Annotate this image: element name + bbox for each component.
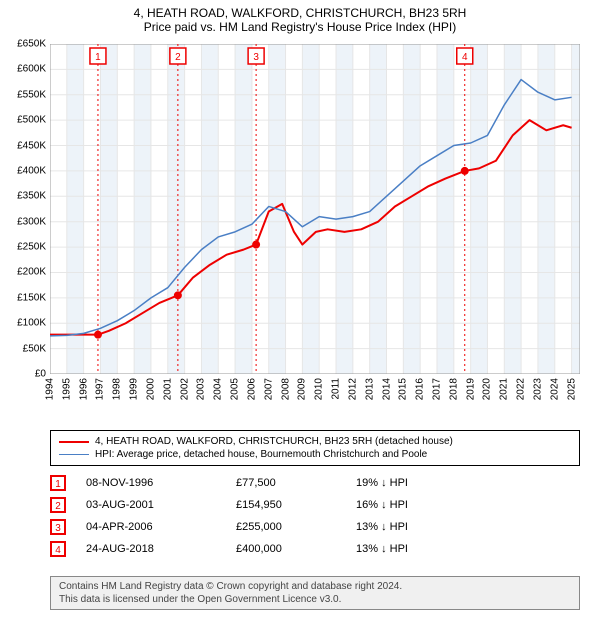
sale-date: 03-AUG-2001 [86, 499, 216, 511]
y-tick-label: £650K [17, 39, 46, 50]
x-tick-label: 2021 [499, 378, 510, 400]
sale-price: £154,950 [236, 499, 336, 511]
x-tick-label: 2008 [280, 378, 291, 400]
footer-line-2: This data is licensed under the Open Gov… [59, 593, 571, 606]
sale-date: 08-NOV-1996 [86, 477, 216, 489]
x-tick-label: 2012 [347, 378, 358, 400]
title-line-2: Price paid vs. HM Land Registry's House … [0, 20, 600, 38]
sale-row: 3 04-APR-2006 £255,000 13% ↓ HPI [50, 516, 580, 538]
x-tick-label: 2002 [179, 378, 190, 400]
footer-attribution: Contains HM Land Registry data © Crown c… [50, 576, 580, 610]
x-tick-label: 2001 [162, 378, 173, 400]
x-tick-label: 2003 [196, 378, 207, 400]
sale-diff: 13% ↓ HPI [356, 543, 476, 555]
sale-diff: 16% ↓ HPI [356, 499, 476, 511]
x-tick-label: 2017 [431, 378, 442, 400]
x-tick-label: 2007 [263, 378, 274, 400]
legend-swatch [59, 441, 89, 443]
sales-table: 1 08-NOV-1996 £77,500 19% ↓ HPI 2 03-AUG-2001… [50, 472, 580, 560]
y-tick-label: £550K [17, 89, 46, 100]
x-tick-label: 2004 [213, 378, 224, 400]
x-tick-label: 2009 [297, 378, 308, 400]
page: 4, HEATH ROAD, WALKFORD, CHRISTCHURCH, B… [0, 0, 600, 620]
title-line-1: 4, HEATH ROAD, WALKFORD, CHRISTCHURCH, B… [0, 0, 600, 20]
x-tick-label: 1997 [95, 378, 106, 400]
svg-text:4: 4 [462, 52, 468, 63]
x-tick-label: 2018 [448, 378, 459, 400]
sale-marker-box: 1 [50, 475, 66, 491]
sale-date: 04-APR-2006 [86, 521, 216, 533]
x-tick-label: 2025 [566, 378, 577, 400]
x-tick-label: 1995 [61, 378, 72, 400]
x-tick-label: 2022 [516, 378, 527, 400]
sale-marker-box: 2 [50, 497, 66, 513]
x-tick-label: 2005 [230, 378, 241, 400]
legend: 4, HEATH ROAD, WALKFORD, CHRISTCHURCH, B… [50, 430, 580, 466]
x-tick-label: 2024 [549, 378, 560, 400]
x-tick-label: 1998 [112, 378, 123, 400]
footer-line-1: Contains HM Land Registry data © Crown c… [59, 580, 571, 593]
x-tick-label: 2019 [465, 378, 476, 400]
svg-text:3: 3 [253, 52, 259, 63]
y-tick-label: £600K [17, 64, 46, 75]
sale-price: £255,000 [236, 521, 336, 533]
legend-label: HPI: Average price, detached house, Bour… [95, 449, 427, 460]
sale-price: £400,000 [236, 543, 336, 555]
y-tick-label: £250K [17, 242, 46, 253]
y-tick-label: £300K [17, 216, 46, 227]
y-tick-label: £200K [17, 267, 46, 278]
x-tick-label: 1999 [129, 378, 140, 400]
x-tick-label: 2000 [145, 378, 156, 400]
y-tick-label: £500K [17, 115, 46, 126]
x-tick-label: 2016 [415, 378, 426, 400]
svg-text:1: 1 [95, 52, 101, 63]
sale-row: 1 08-NOV-1996 £77,500 19% ↓ HPI [50, 472, 580, 494]
svg-text:2: 2 [175, 52, 181, 63]
sale-row: 2 03-AUG-2001 £154,950 16% ↓ HPI [50, 494, 580, 516]
y-tick-label: £100K [17, 318, 46, 329]
sale-diff: 13% ↓ HPI [356, 521, 476, 533]
sale-diff: 19% ↓ HPI [356, 477, 476, 489]
x-tick-label: 2020 [482, 378, 493, 400]
sale-marker-box: 4 [50, 541, 66, 557]
x-tick-label: 2006 [246, 378, 257, 400]
legend-item: HPI: Average price, detached house, Bour… [59, 448, 571, 461]
legend-item: 4, HEATH ROAD, WALKFORD, CHRISTCHURCH, B… [59, 435, 571, 448]
x-tick-label: 2014 [381, 378, 392, 400]
y-tick-label: £50K [23, 343, 46, 354]
y-tick-label: £400K [17, 165, 46, 176]
sale-marker-box: 3 [50, 519, 66, 535]
x-tick-label: 2013 [364, 378, 375, 400]
chart-plot: 1 2 3 4 [50, 44, 580, 374]
sale-row: 4 24-AUG-2018 £400,000 13% ↓ HPI [50, 538, 580, 560]
x-tick-label: 2011 [331, 378, 342, 400]
y-tick-label: £150K [17, 292, 46, 303]
sale-date: 24-AUG-2018 [86, 543, 216, 555]
sale-price: £77,500 [236, 477, 336, 489]
legend-label: 4, HEATH ROAD, WALKFORD, CHRISTCHURCH, B… [95, 436, 453, 447]
x-tick-label: 1996 [78, 378, 89, 400]
x-tick-label: 1994 [45, 378, 56, 400]
y-tick-label: £350K [17, 191, 46, 202]
x-tick-label: 2015 [398, 378, 409, 400]
chart: 1234 £0£50K£100K£150K£200K£250K£300K£350… [50, 44, 580, 396]
x-tick-label: 2023 [532, 378, 543, 400]
legend-swatch [59, 454, 89, 455]
x-tick-label: 2010 [314, 378, 325, 400]
y-tick-label: £450K [17, 140, 46, 151]
